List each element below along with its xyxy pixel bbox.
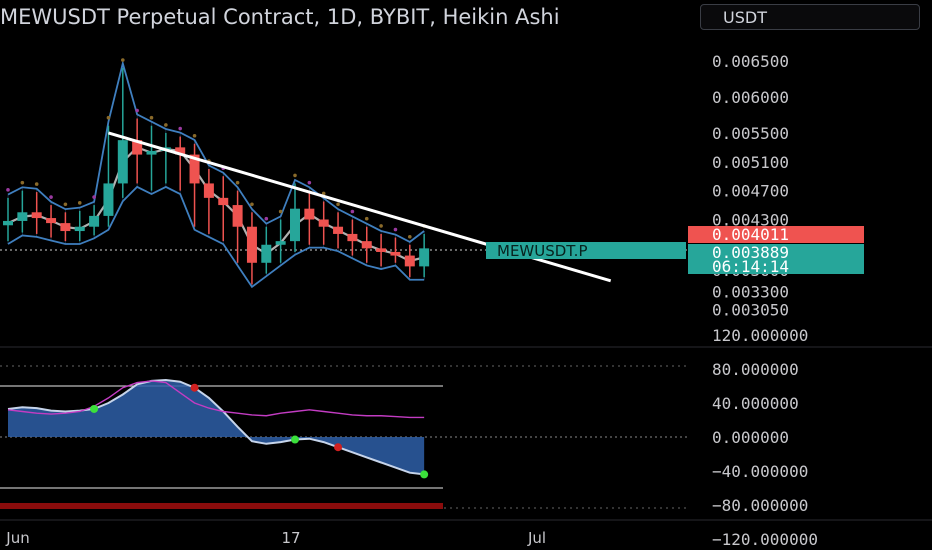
candle-body <box>146 150 157 155</box>
candle-body <box>419 248 430 267</box>
signal-dot <box>408 234 412 239</box>
time-tick-label: 17 <box>281 529 300 547</box>
candle-body <box>232 205 243 227</box>
candle-body <box>74 226 85 232</box>
osc-tick-label: −80.000000 <box>712 496 808 515</box>
candle-body <box>31 212 42 219</box>
symbol-tag <box>486 242 686 259</box>
osc-cross-dot <box>420 470 429 479</box>
candle-body <box>361 241 372 249</box>
osc-tick-label: −40.000000 <box>712 462 808 481</box>
candle-body <box>60 223 71 232</box>
countdown-text: 06:14:14 <box>712 257 789 276</box>
signal-dot <box>34 182 39 186</box>
price-label-bear <box>688 226 864 243</box>
candle-body <box>404 255 415 267</box>
price-tick-label: 0.003300 <box>712 283 789 302</box>
candle-body <box>304 208 315 220</box>
signal-dot <box>121 58 125 62</box>
candle-body <box>203 183 214 198</box>
signal-dot <box>149 115 154 120</box>
signal-dot <box>250 202 254 207</box>
price-tick-label: 0.004300 <box>712 211 789 230</box>
price-tick-label: 0.004700 <box>712 182 789 201</box>
price-tick-label: 0.006000 <box>712 88 789 107</box>
osc-signal-line <box>7 380 425 419</box>
price-tick-label: 0.005100 <box>712 153 789 172</box>
candle-body <box>275 241 286 245</box>
osc-tick-label: 40.000000 <box>712 394 799 413</box>
candle-body <box>318 219 329 227</box>
signal-dot <box>92 195 96 199</box>
osc-cross-dot <box>190 383 199 392</box>
candle-body <box>46 218 57 224</box>
signal-dot <box>393 227 398 232</box>
signal-dot <box>49 195 53 199</box>
signal-dot <box>20 180 25 185</box>
candle-body <box>89 215 100 227</box>
signal-dot <box>278 209 283 214</box>
signal-dot <box>77 201 82 205</box>
candle-body <box>17 212 28 221</box>
osc-main-line <box>7 379 425 476</box>
signal-dot <box>336 202 340 207</box>
symbol-tag-label: MEWUSDT.P <box>497 242 588 260</box>
signal-dot <box>164 123 168 127</box>
candle-body <box>218 197 229 206</box>
signal-dot <box>293 173 297 178</box>
osc-tick-label: 120.000000 <box>712 326 808 345</box>
signal-dot <box>106 115 111 120</box>
signal-dot <box>235 180 240 185</box>
candle-body <box>261 244 272 263</box>
signal-dot <box>192 133 197 138</box>
chart-title: MEWUSDT Perpetual Contract, 1D, BYBIT, H… <box>0 5 560 29</box>
osc-area <box>8 380 425 475</box>
time-tick-label: Jul <box>527 529 546 547</box>
price-axis-bg <box>688 0 932 550</box>
candle-body <box>290 208 300 242</box>
candle-body <box>132 140 143 155</box>
signal-dot <box>379 224 383 228</box>
candle-body <box>117 140 128 184</box>
candle-body <box>103 183 114 216</box>
currency-selector[interactable]: USDT <box>700 4 920 30</box>
signal-dot <box>364 216 369 221</box>
candle-body <box>189 154 200 184</box>
time-tick-label: Jun <box>5 529 29 547</box>
price-tick-label: 0.003050 <box>712 301 789 320</box>
candle-body <box>3 220 13 226</box>
price-tick-label: 0.005500 <box>712 124 789 143</box>
osc-tick-label: −120.000000 <box>712 530 818 549</box>
signal-dot <box>135 108 139 113</box>
candle-body <box>333 226 344 234</box>
lower-band-line <box>7 185 425 289</box>
candle-body <box>246 226 257 263</box>
signal-dot <box>264 216 269 221</box>
signal-dot <box>321 191 326 196</box>
price-tick-label: 0.006500 <box>712 52 789 71</box>
signal-dot <box>178 126 182 131</box>
price-label-bull <box>688 244 864 274</box>
upper-band-line <box>7 59 425 243</box>
signal-dot <box>307 180 312 185</box>
candle-body <box>376 248 387 252</box>
osc-cross-dot <box>334 443 343 452</box>
osc-cross-dot <box>291 435 299 444</box>
osc-tick-label: 0.000000 <box>712 428 789 447</box>
price-label-bull-text: 0.003889 <box>712 243 789 262</box>
osc-tick-label: 80.000000 <box>712 360 799 379</box>
signal-dot <box>63 202 68 207</box>
candle-body <box>175 147 186 155</box>
candle-body <box>347 233 358 242</box>
signal-dot <box>6 188 10 192</box>
price-label-bear-text: 0.004011 <box>712 225 789 244</box>
osc-bottom-band <box>0 503 443 509</box>
osc-cross-dot <box>90 404 99 413</box>
candle-body <box>390 251 401 256</box>
signal-dot <box>350 209 355 214</box>
